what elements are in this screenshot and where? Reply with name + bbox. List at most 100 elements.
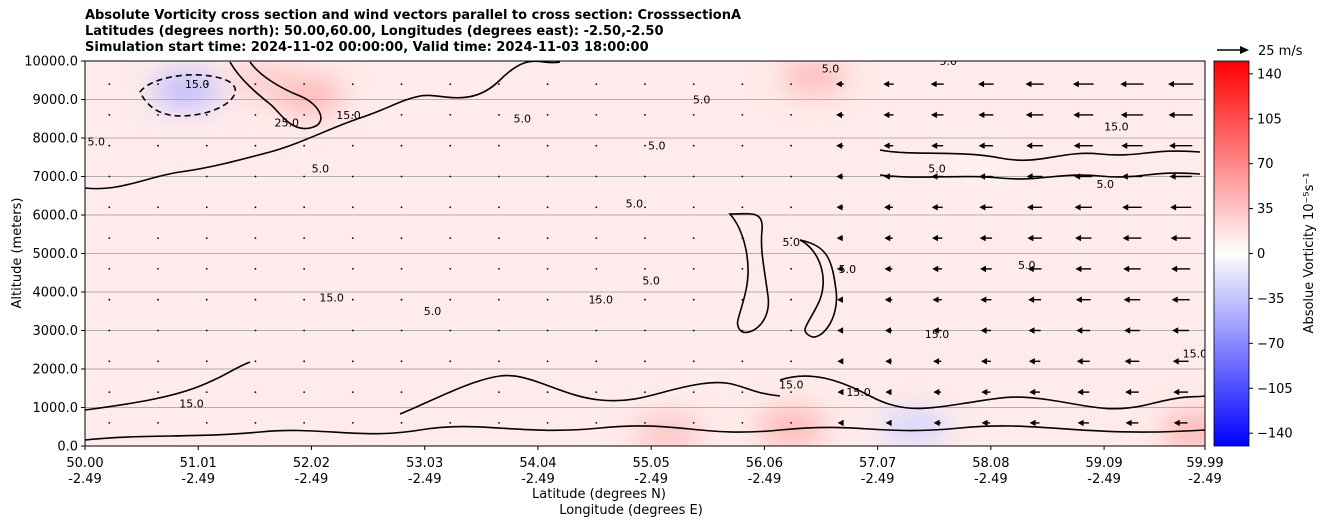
y-tick-label-9: 9000.0 [33, 93, 79, 108]
wind-vector-24 [157, 391, 159, 393]
wind-vector-187 [254, 175, 257, 178]
colorbar-tick-label-3: 35 [1257, 202, 1274, 217]
wind-vector-274 [1120, 80, 1144, 88]
wind-vector-272 [1025, 80, 1044, 88]
wind-vector-195 [644, 175, 646, 178]
wind-vector-3 [254, 422, 257, 424]
contour-label-0: 15.0 [319, 292, 344, 305]
wind-vector-57 [644, 360, 646, 363]
wind-vector-180 [1026, 204, 1043, 211]
wind-vector-245 [835, 111, 844, 119]
wind-vector-100 [498, 298, 500, 301]
wind-vector-194 [595, 175, 598, 178]
wind-vector-164 [254, 206, 257, 209]
wind-vector-243 [741, 114, 744, 116]
wind-vector-246 [883, 111, 894, 119]
quiver-key-arrow-icon [1240, 46, 1249, 54]
wind-vector-42 [1029, 388, 1040, 396]
wind-vector-267 [790, 83, 792, 85]
wind-vector-270 [930, 80, 944, 88]
colorbar-tick-label-4: 0 [1257, 247, 1265, 262]
contour-labels: 15.0 5.0 15.0 25.0 15.0 5.0 5.0 5.0 5.0 5.0 15.0 5.… [87, 61, 1208, 411]
wind-vector-67 [1124, 358, 1140, 365]
wind-vector-169 [498, 206, 500, 209]
wind-vector-129 [790, 268, 792, 270]
wind-vector-124 [546, 268, 549, 270]
wind-vector-37 [790, 391, 792, 393]
wind-vector-31 [498, 391, 500, 393]
wind-vector-191 [449, 175, 452, 178]
contour-label-23: 5.0 [693, 93, 711, 106]
contour-label-13: 5.0 [839, 263, 857, 276]
wind-vector-199 [836, 173, 844, 180]
contour-line-3 [879, 149, 1201, 162]
wind-vector-127 [692, 268, 695, 270]
wind-vector-86 [932, 327, 942, 334]
wind-vector-251 [1120, 111, 1144, 119]
wind-vector-189 [351, 175, 354, 178]
x-tick-label-lat-5: 55.05 [633, 456, 670, 471]
x-tick-label-lat-2: 52.02 [293, 456, 330, 471]
y-tick-label-3: 3000.0 [33, 324, 79, 339]
wind-vector-51 [351, 360, 354, 363]
contour-line-5 [728, 212, 770, 334]
vorticity-contours [85, 61, 1205, 441]
wind-vector-132 [932, 265, 943, 273]
wind-vector-198 [790, 175, 792, 178]
contour-label-7: 5.0 [648, 140, 666, 153]
wind-vector-82 [741, 329, 744, 332]
wind-vector-5 [351, 422, 354, 424]
wind-vector-111 [1028, 296, 1042, 303]
wind-vector-99 [449, 298, 452, 301]
y-tick-label-7: 7000.0 [33, 170, 79, 185]
contour-label-19: 15.0 [1183, 347, 1208, 360]
wind-vector-173 [692, 206, 695, 209]
wind-vector-104 [692, 298, 695, 301]
wind-vector-55 [546, 360, 549, 363]
wind-vector-32 [546, 391, 549, 393]
wind-vector-168 [449, 206, 452, 209]
wind-vector-22 [1173, 419, 1188, 427]
x-axis-label: Latitude (degrees N) [532, 487, 666, 502]
wind-vector-171 [595, 206, 598, 209]
wind-vector-58 [692, 360, 695, 363]
x-tick-label-lon-8: -2.49 [974, 472, 1008, 487]
wind-vector-235 [351, 114, 354, 116]
wind-vector-238 [498, 114, 500, 116]
y-tick-label-5: 5000.0 [33, 247, 79, 262]
wind-vector-84 [837, 327, 844, 334]
wind-vector-196 [692, 175, 695, 178]
wind-vector-91 [1172, 327, 1190, 334]
plot-area: 15.0 5.0 15.0 25.0 15.0 5.0 5.0 5.0 5.0 5.0 15.0 5.… [85, 61, 1208, 446]
wind-vector-165 [303, 206, 306, 209]
wind-vector-215 [498, 144, 500, 147]
wind-vector-268 [835, 80, 844, 88]
wind-vector-0 [108, 422, 111, 424]
wind-vector-176 [836, 204, 844, 211]
wind-vector-247 [930, 111, 944, 119]
wind-vector-68 [1172, 358, 1189, 365]
wind-vector-29 [400, 391, 403, 393]
wind-vector-43 [1077, 388, 1090, 396]
wind-vector-227 [1073, 142, 1093, 149]
wind-vector-182 [1122, 204, 1142, 211]
colorbar-tick-label-2: 70 [1257, 157, 1274, 172]
wind-vector-103 [644, 298, 646, 301]
contour-label-16: 5.0 [1096, 178, 1114, 191]
wind-vector-13 [741, 422, 744, 424]
wind-vector-217 [595, 144, 598, 147]
wind-vector-273 [1072, 80, 1094, 88]
wind-vector-110 [980, 296, 992, 303]
x-tick-label-lat-0: 50.00 [66, 456, 103, 471]
wind-vector-121 [400, 268, 403, 270]
colorbar-label: Absolue Vorticity 10⁻⁵s⁻¹ [1302, 173, 1317, 334]
wind-vector-142 [303, 237, 306, 240]
wind-vector-33 [595, 391, 598, 393]
wind-vector-162 [157, 206, 159, 209]
wind-vector-115 [108, 268, 111, 270]
wind-vector-212 [351, 144, 354, 147]
wind-vector-107 [836, 296, 843, 303]
wind-vector-10 [595, 422, 598, 424]
contour-label-4: 15.0 [336, 109, 361, 122]
wind-vector-155 [931, 234, 943, 242]
